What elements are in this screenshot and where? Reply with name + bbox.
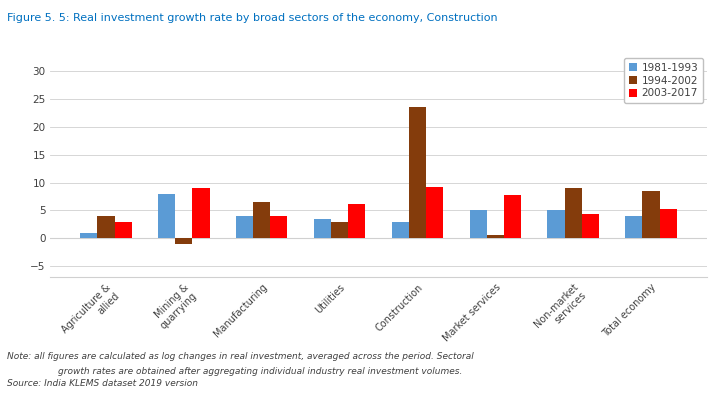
- Bar: [409, 108, 426, 238]
- Text: Figure 5. 5: Real investment growth rate by broad sectors of the economy, Constr: Figure 5. 5: Real investment growth rate…: [7, 13, 497, 23]
- Bar: [314, 219, 331, 238]
- Bar: [469, 210, 487, 238]
- Bar: [331, 222, 348, 238]
- Bar: [487, 236, 504, 238]
- Bar: [504, 195, 521, 238]
- Bar: [348, 204, 366, 238]
- Bar: [426, 187, 443, 238]
- Bar: [582, 214, 599, 238]
- Bar: [660, 209, 677, 238]
- Bar: [270, 216, 288, 238]
- Bar: [97, 216, 115, 238]
- Bar: [158, 194, 175, 238]
- Bar: [193, 188, 210, 238]
- Text: Source: India KLEMS dataset 2019 version: Source: India KLEMS dataset 2019 version: [7, 380, 198, 388]
- Bar: [547, 210, 565, 238]
- Bar: [80, 233, 97, 238]
- Bar: [625, 216, 642, 238]
- Bar: [392, 222, 409, 238]
- Bar: [253, 202, 270, 238]
- Legend: 1981-1993, 1994-2002, 2003-2017: 1981-1993, 1994-2002, 2003-2017: [624, 58, 704, 103]
- Bar: [642, 191, 660, 238]
- Bar: [565, 188, 582, 238]
- Bar: [115, 222, 132, 238]
- Text: growth rates are obtained after aggregating individual industry real investment : growth rates are obtained after aggregat…: [58, 367, 462, 376]
- Bar: [175, 238, 193, 244]
- Bar: [236, 216, 253, 238]
- Text: Note: all figures are calculated as log changes in real investment, averaged acr: Note: all figures are calculated as log …: [7, 352, 474, 361]
